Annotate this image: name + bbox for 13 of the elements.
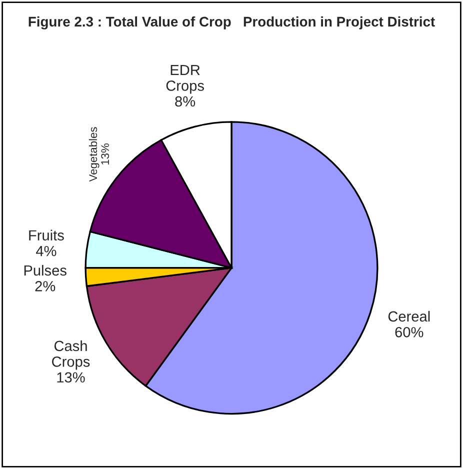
slice-label: Cereal [388,310,430,322]
slice-label: Vegetables [88,127,100,182]
slice-label: Fruits [29,230,64,241]
data-label: 8% [175,96,196,107]
data-label: 60% [395,327,424,338]
data-label: 13% [101,144,110,164]
slice-label: Pulses [24,264,66,276]
data-label: 2% [35,281,56,292]
data-label: 4% [36,246,56,256]
chart-title: Figure 2.3 : Total Value of Crop Production in Project District [28,16,435,30]
data-label: 13% [57,372,85,383]
slice-label: Cash Crops [52,340,90,370]
slice-label: EDR Crops [166,64,204,94]
